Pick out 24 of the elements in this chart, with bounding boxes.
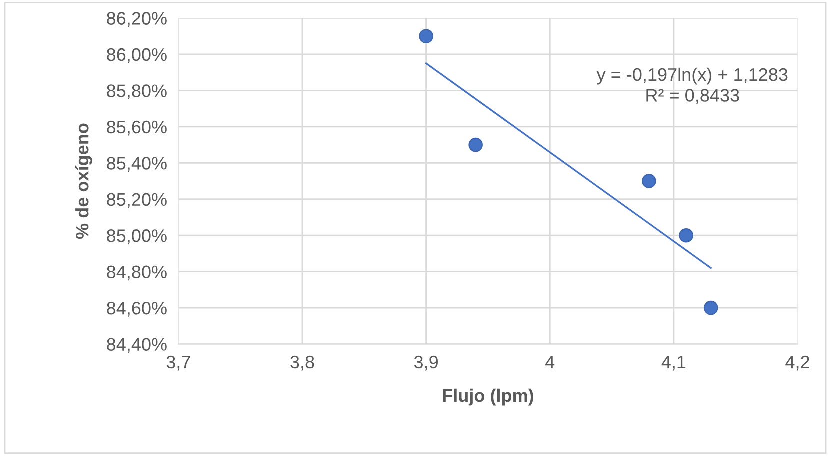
x-tick-label: 4	[546, 356, 555, 368]
y-axis-title: % de oxígeno	[75, 124, 92, 239]
y-tick-label: 85,20%	[107, 193, 167, 208]
y-tick-label: 85,60%	[107, 120, 167, 136]
x-tick-label: 3,8	[290, 356, 314, 371]
point	[419, 29, 434, 44]
annotation: y = -0,197ln(x) + 1,1283 R² = 0,8433	[596, 68, 788, 104]
x-axis-title: Flujo (lpm)	[443, 388, 534, 406]
y-tick-label: 86,20%	[107, 12, 167, 28]
point	[679, 228, 694, 243]
y-tick-label: 86,00%	[107, 48, 167, 64]
y-tick-label: 85,00%	[107, 230, 167, 244]
y-tick-label: 85,40%	[107, 157, 167, 172]
y-tick-label: 84,40%	[107, 338, 167, 354]
x-tick-label: 4,1	[662, 356, 686, 371]
x-tick-label: 4,2	[786, 356, 810, 371]
x-tick-label: 3,9	[414, 356, 438, 371]
y-tick-label: 85,80%	[107, 84, 167, 100]
y-tick-label: 84,80%	[107, 266, 167, 281]
point	[468, 138, 483, 152]
x-tick-label: 3,7	[166, 356, 190, 371]
y-tick-label: 84,60%	[107, 302, 167, 317]
point	[642, 174, 656, 188]
point	[704, 300, 718, 316]
